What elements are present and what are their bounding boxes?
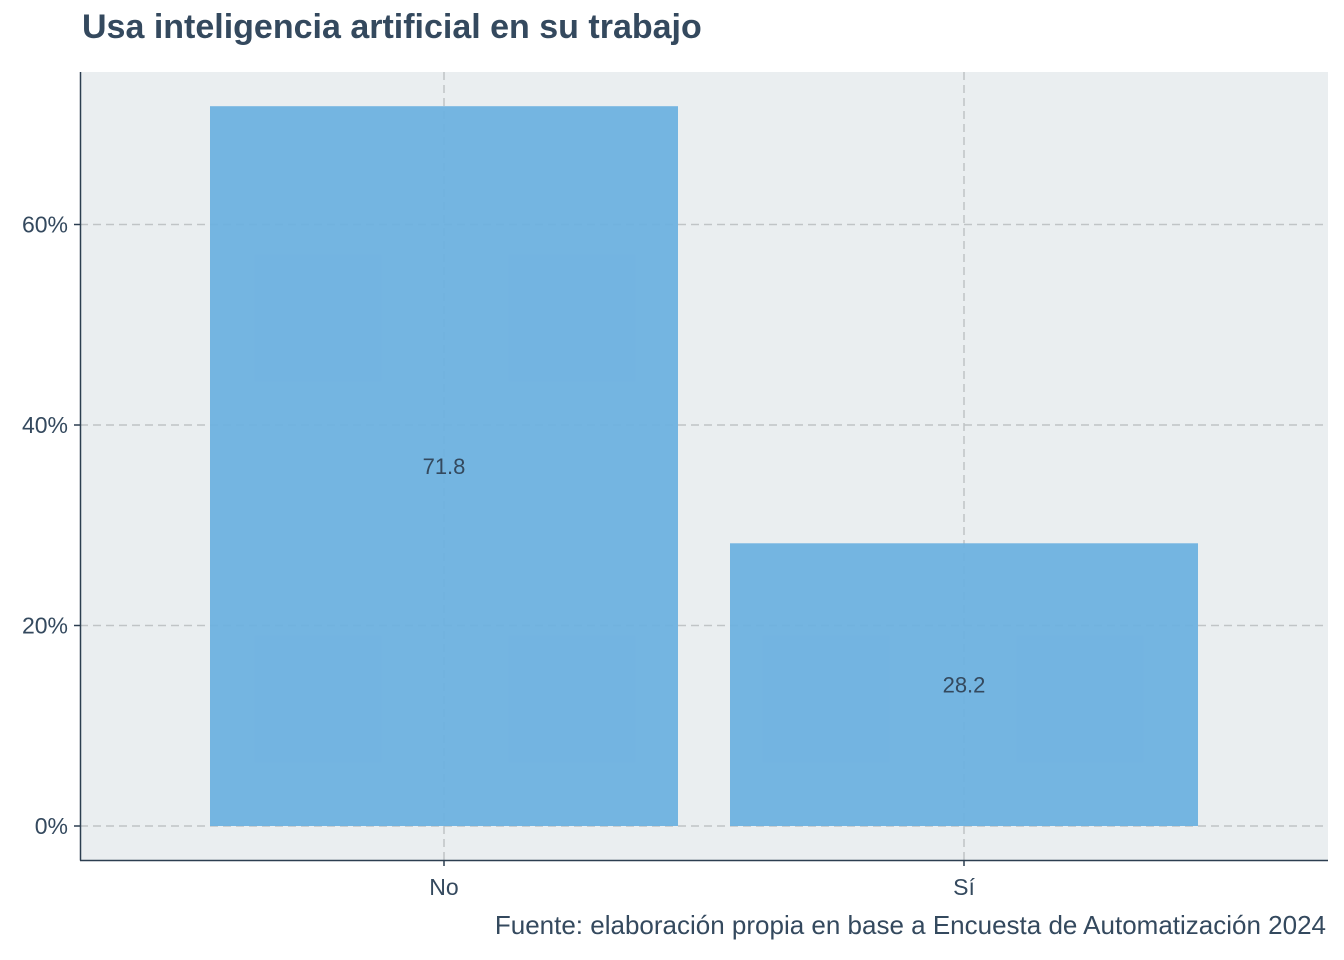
axes bbox=[79, 72, 1328, 862]
chart-caption: Fuente: elaboración propia en base a Enc… bbox=[494, 910, 1326, 940]
bar-data-labels: 71.8 28.2 bbox=[423, 454, 986, 698]
bars bbox=[210, 106, 1198, 826]
x-tick-label: No bbox=[429, 874, 458, 900]
x-tick-label: Sí bbox=[953, 874, 975, 900]
y-tick-label: 60% bbox=[22, 212, 68, 238]
x-axis-ticks: No Sí bbox=[429, 860, 975, 900]
chart-title: Usa inteligencia artificial en su trabaj… bbox=[82, 8, 702, 46]
y-axis-ticks: 0% 20% 40% 60% bbox=[22, 212, 80, 839]
bar bbox=[210, 106, 678, 826]
y-tick-label: 20% bbox=[22, 613, 68, 639]
bar-data-label: 71.8 bbox=[423, 454, 466, 479]
y-tick-label: 40% bbox=[22, 412, 68, 438]
y-tick-label: 0% bbox=[35, 813, 68, 839]
bar-data-label: 28.2 bbox=[943, 673, 986, 698]
bar bbox=[730, 543, 1198, 826]
